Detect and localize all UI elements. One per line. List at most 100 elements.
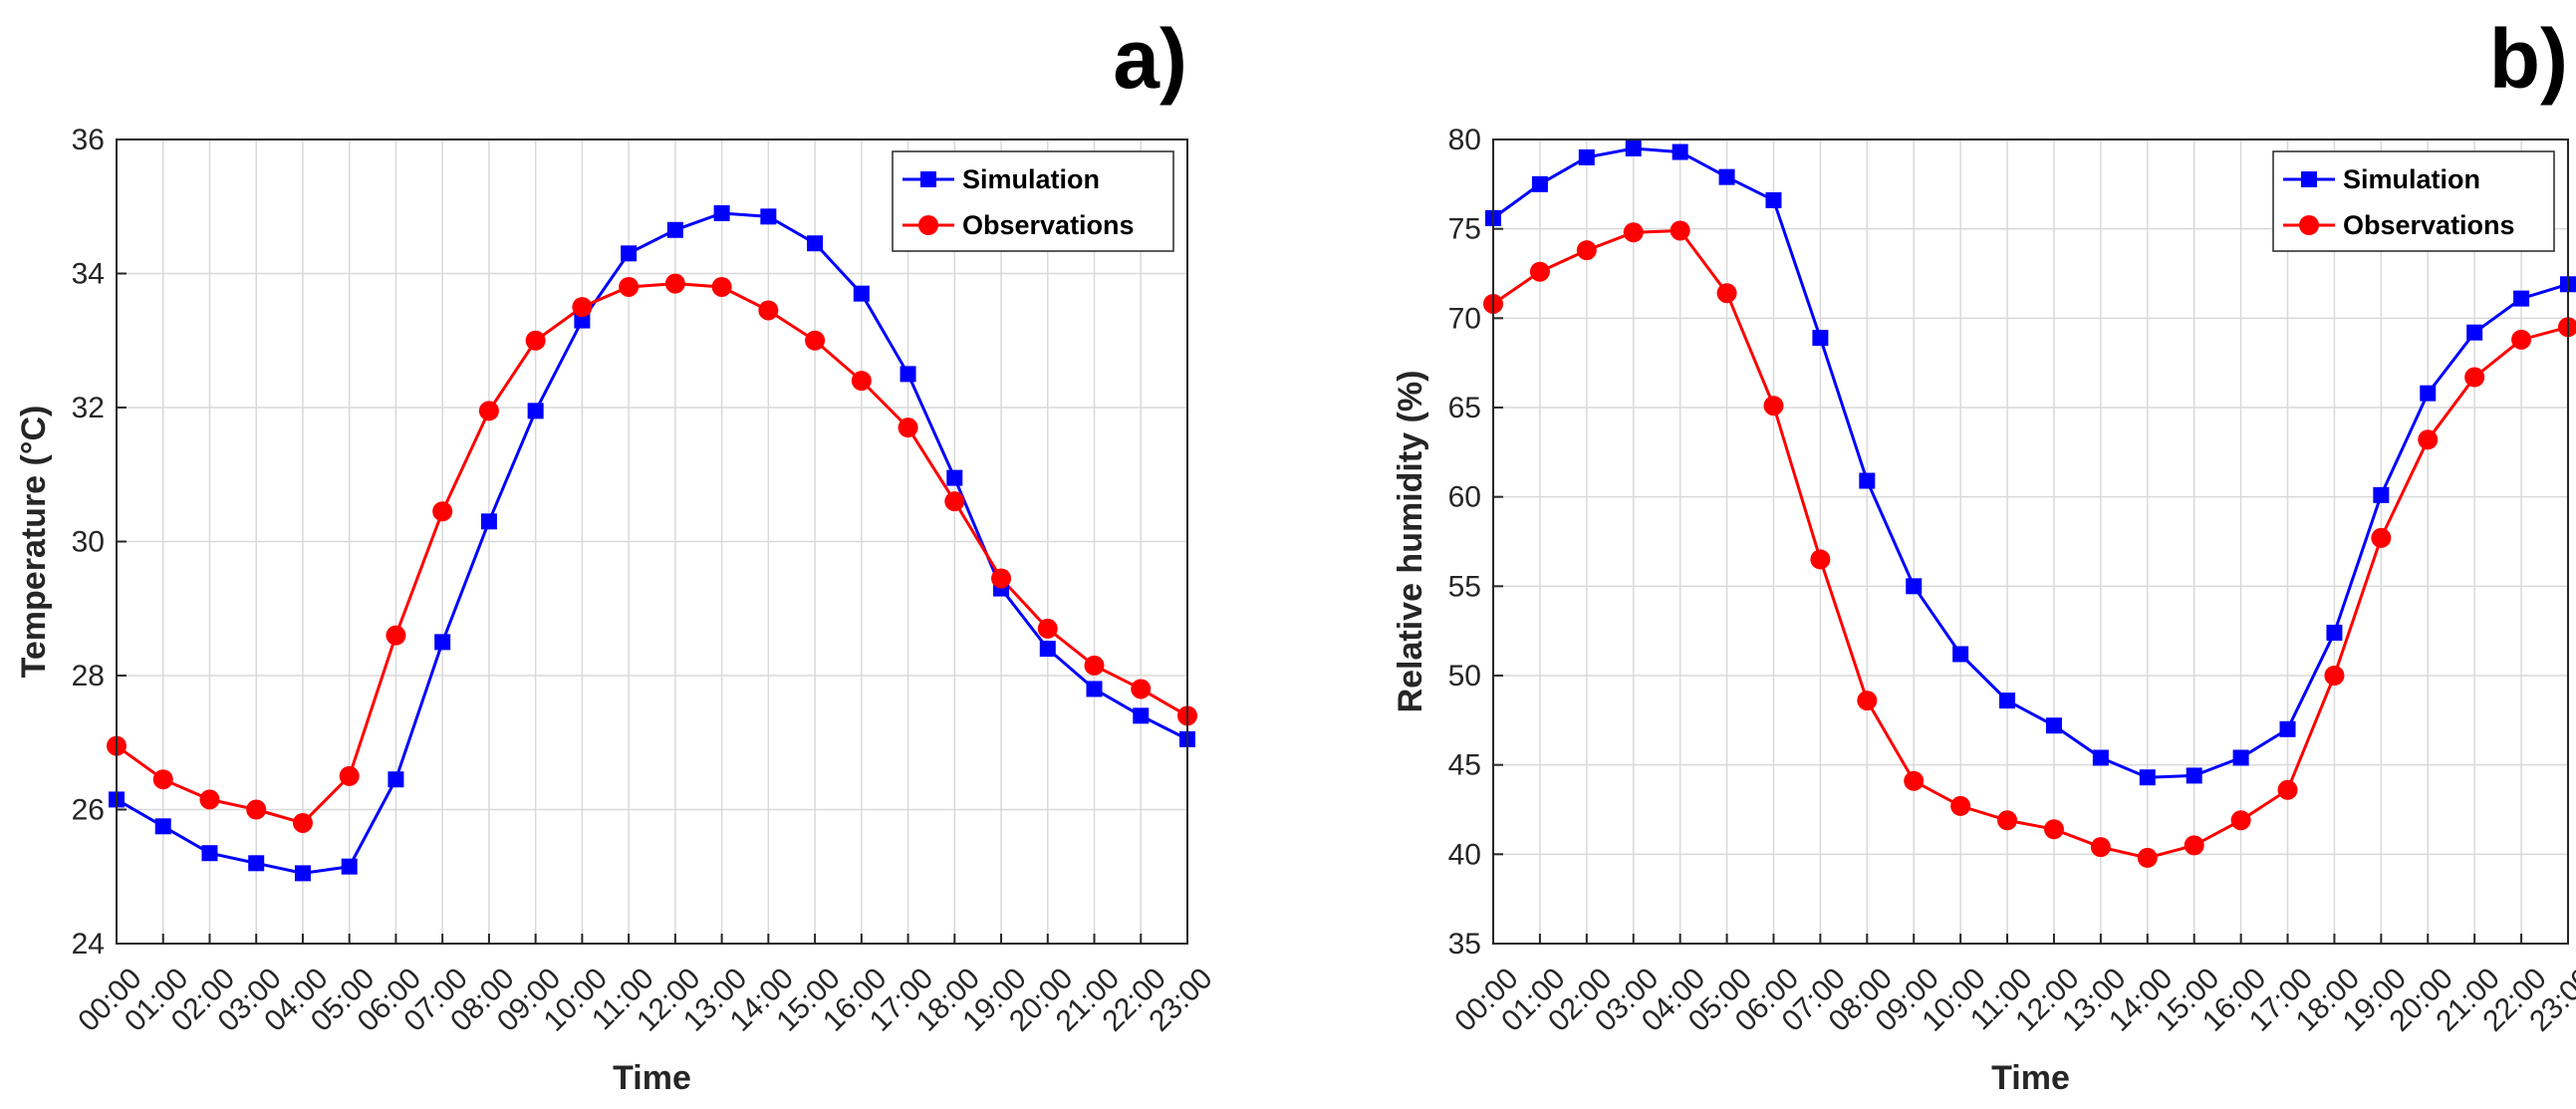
data-point-observations <box>619 276 640 297</box>
data-point-observations <box>2090 837 2111 858</box>
data-point-observations <box>2230 810 2251 831</box>
data-point-observations <box>2371 527 2392 548</box>
series-line-simulation <box>116 211 1188 875</box>
legend-label-simulation: Simulation <box>2343 164 2480 194</box>
panel-label: a) <box>1113 12 1187 106</box>
data-point-simulation <box>2513 290 2530 307</box>
data-point-simulation <box>1765 191 1782 208</box>
data-point-observations <box>991 568 1012 589</box>
data-point-observations <box>199 789 220 810</box>
data-point-observations <box>1529 261 1550 282</box>
data-point-simulation <box>2466 324 2483 341</box>
y-tick-label: 75 <box>1448 213 1481 246</box>
data-point-simulation <box>434 634 451 651</box>
data-point-observations <box>851 371 872 392</box>
data-point-observations <box>246 799 267 820</box>
data-point-observations <box>2324 666 2345 686</box>
data-point-observations <box>2277 779 2298 800</box>
legend: Simulation Observations <box>892 150 1174 252</box>
data-point-observations <box>1131 679 1152 699</box>
legend-marker-circle <box>2299 215 2319 235</box>
series-line-observations <box>116 282 1188 825</box>
data-point-simulation <box>201 845 218 862</box>
y-tick-label: 26 <box>72 794 105 827</box>
data-point-observations <box>944 491 965 512</box>
data-point-simulation <box>2092 749 2109 766</box>
data-point-observations <box>898 417 918 438</box>
data-point-observations <box>1084 655 1105 676</box>
y-tick-label: 45 <box>1448 749 1481 782</box>
legend-marker-square <box>2301 171 2317 187</box>
data-point-observations <box>1623 222 1644 243</box>
data-point-simulation <box>713 204 730 221</box>
data-point-observations <box>1763 396 1784 416</box>
data-point-simulation <box>2279 720 2296 737</box>
data-point-simulation <box>1672 143 1688 160</box>
data-point-simulation <box>1812 330 1829 347</box>
legend-label-observations: Observations <box>962 210 1135 240</box>
data-point-observations <box>664 273 685 294</box>
legend: Simulation Observations <box>2272 150 2555 252</box>
x-axis-title: Time <box>1991 1059 2070 1097</box>
data-point-simulation <box>1086 681 1103 697</box>
data-point-simulation <box>2326 624 2343 641</box>
data-point-observations <box>339 765 360 786</box>
data-point-simulation <box>574 312 591 329</box>
data-point-simulation <box>946 469 963 486</box>
data-point-observations <box>386 625 406 646</box>
data-point-observations <box>2418 429 2439 450</box>
data-point-observations <box>711 276 732 297</box>
series-layer <box>107 204 1197 882</box>
data-point-simulation <box>2186 767 2202 784</box>
y-tick-label: 35 <box>1448 928 1481 961</box>
y-tick-labels: 24 26 28 30 32 34 36 <box>72 124 127 961</box>
data-point-simulation <box>341 858 358 875</box>
data-point-simulation <box>2420 385 2437 402</box>
y-tick-label: 36 <box>72 124 105 156</box>
data-point-observations <box>805 330 826 351</box>
data-point-simulation <box>2232 749 2249 766</box>
data-point-simulation <box>2373 486 2390 503</box>
data-point-observations <box>152 769 173 790</box>
data-point-simulation <box>760 208 777 225</box>
data-point-observations <box>2184 835 2204 856</box>
data-point-observations <box>1997 810 2018 831</box>
data-point-simulation <box>807 235 824 252</box>
data-point-observations <box>292 812 313 833</box>
data-point-simulation <box>1859 472 1876 489</box>
data-point-observations <box>1904 770 1925 791</box>
data-point-simulation <box>2045 717 2062 734</box>
data-point-simulation <box>1718 168 1735 185</box>
y-tick-labels: 35 40 45 50 55 60 65 70 75 80 <box>1448 124 1503 961</box>
panel-label: b) <box>2489 12 2568 106</box>
y-tick-label: 70 <box>1448 302 1481 335</box>
data-point-simulation <box>1625 139 1642 156</box>
data-point-observations <box>2137 847 2158 868</box>
panel-a: a) 24 26 28 30 32 34 36 00:0001:0002:0003:0004… <box>15 12 1219 1097</box>
x-tick-labels: 00:0001:0002:0003:0004:0005:0006:0007:00… <box>1448 934 2576 1038</box>
data-point-observations <box>1950 795 1971 816</box>
data-point-simulation <box>154 818 171 835</box>
data-point-observations <box>572 297 593 318</box>
data-point-simulation <box>294 865 311 882</box>
x-tick-labels: 00:0001:0002:0003:0004:0005:0006:0007:00… <box>72 934 1219 1038</box>
y-tick-label: 24 <box>72 928 105 961</box>
y-axis-title: Relative humidity (%) <box>1392 371 1429 713</box>
data-point-simulation <box>1531 175 1548 192</box>
data-point-observations <box>2511 329 2532 350</box>
data-point-simulation <box>666 221 683 238</box>
data-point-observations <box>1037 618 1058 639</box>
legend-box <box>892 150 1174 252</box>
panel-b: b) 35 40 45 50 55 60 65 70 75 80 00:0001:0002:000… <box>1392 12 2576 1097</box>
data-point-simulation <box>1039 641 1056 658</box>
y-tick-label: 34 <box>72 258 105 291</box>
data-point-simulation <box>621 245 638 262</box>
data-point-observations <box>758 300 779 321</box>
y-tick-label: 65 <box>1448 392 1481 424</box>
data-point-observations <box>1716 283 1737 304</box>
legend-label-observations: Observations <box>2343 210 2515 240</box>
grid <box>116 139 1188 945</box>
series-line-observations <box>1492 228 2569 860</box>
y-tick-label: 40 <box>1448 838 1481 871</box>
